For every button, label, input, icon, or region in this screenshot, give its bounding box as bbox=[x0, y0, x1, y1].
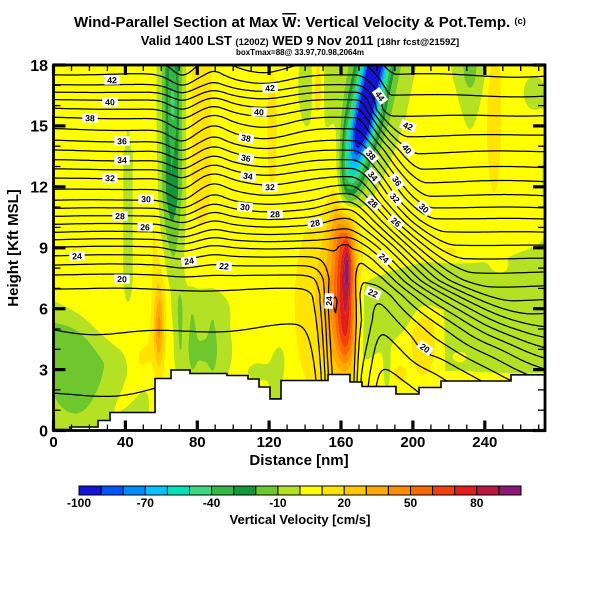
svg-text:30: 30 bbox=[141, 194, 151, 204]
svg-text:3: 3 bbox=[39, 362, 48, 379]
svg-text:42: 42 bbox=[107, 75, 117, 85]
svg-text:20: 20 bbox=[338, 496, 352, 510]
svg-text:42: 42 bbox=[402, 120, 415, 133]
svg-text:160: 160 bbox=[328, 434, 353, 451]
svg-text:9: 9 bbox=[39, 241, 48, 258]
svg-text:0: 0 bbox=[39, 423, 48, 440]
svg-text:24: 24 bbox=[324, 296, 334, 306]
svg-text:42: 42 bbox=[265, 83, 276, 94]
svg-text:34: 34 bbox=[242, 171, 253, 182]
svg-text:26: 26 bbox=[140, 222, 150, 232]
svg-text:40: 40 bbox=[105, 97, 115, 107]
svg-text:50: 50 bbox=[404, 496, 418, 510]
svg-text:Wind-Parallel Section at Max W: Wind-Parallel Section at Max W: Vertical… bbox=[74, 14, 526, 31]
svg-text:28: 28 bbox=[115, 211, 125, 221]
svg-text:34: 34 bbox=[117, 155, 127, 165]
svg-text:40: 40 bbox=[117, 434, 134, 451]
svg-text:32: 32 bbox=[265, 182, 275, 192]
svg-text:80: 80 bbox=[470, 496, 484, 510]
svg-text:30: 30 bbox=[240, 202, 251, 213]
svg-text:38: 38 bbox=[240, 132, 252, 144]
svg-text:38: 38 bbox=[85, 113, 95, 123]
svg-text:120: 120 bbox=[257, 434, 282, 451]
svg-text:22: 22 bbox=[366, 287, 379, 300]
svg-text:15: 15 bbox=[30, 119, 48, 136]
svg-text:24: 24 bbox=[72, 251, 82, 261]
svg-text:-70: -70 bbox=[137, 496, 155, 510]
svg-text:Vertical Velocity [cm/s]: Vertical Velocity [cm/s] bbox=[230, 512, 371, 527]
svg-text:18: 18 bbox=[30, 58, 48, 75]
svg-text:28: 28 bbox=[309, 217, 320, 229]
svg-text:240: 240 bbox=[472, 434, 497, 451]
svg-text:-10: -10 bbox=[269, 496, 287, 510]
svg-text:Valid 1400 LST (1200Z) WED 9 N: Valid 1400 LST (1200Z) WED 9 Nov 2011 [1… bbox=[141, 33, 459, 48]
svg-text:200: 200 bbox=[400, 434, 425, 451]
svg-text:80: 80 bbox=[189, 434, 206, 451]
svg-text:28: 28 bbox=[270, 209, 280, 219]
svg-text:20: 20 bbox=[117, 274, 127, 284]
svg-text:-40: -40 bbox=[203, 496, 221, 510]
svg-text:22: 22 bbox=[219, 261, 230, 272]
svg-text:-100: -100 bbox=[67, 496, 91, 510]
svg-text:Distance [nm]: Distance [nm] bbox=[249, 452, 348, 469]
svg-text:36: 36 bbox=[240, 152, 251, 164]
svg-text:24: 24 bbox=[183, 255, 194, 266]
svg-text:12: 12 bbox=[30, 180, 48, 197]
svg-text:boxTmax=88@ 33.97,70.98,2064m: boxTmax=88@ 33.97,70.98,2064m bbox=[236, 48, 364, 57]
svg-text:32: 32 bbox=[105, 173, 115, 183]
svg-text:36: 36 bbox=[117, 136, 127, 146]
svg-text:0: 0 bbox=[49, 434, 57, 451]
svg-text:40: 40 bbox=[254, 107, 264, 117]
svg-text:6: 6 bbox=[39, 302, 48, 319]
svg-text:Height [Kft MSL]: Height [Kft MSL] bbox=[5, 189, 22, 306]
